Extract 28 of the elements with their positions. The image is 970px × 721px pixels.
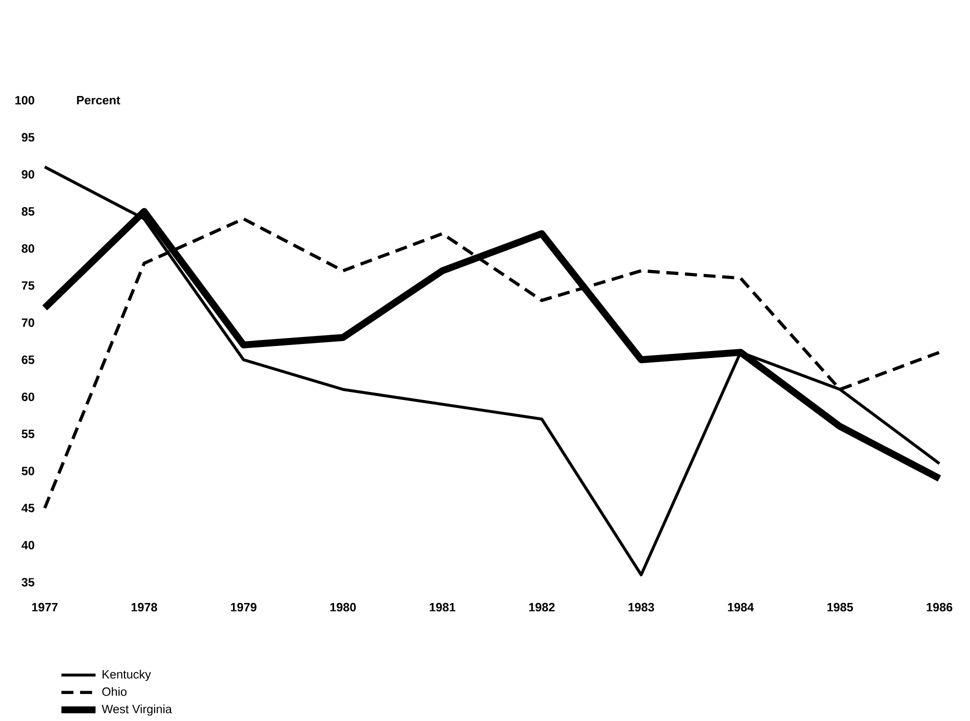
x-tick-label: 1986 — [926, 603, 952, 612]
y-tick-label: 80 — [22, 244, 34, 254]
y-tick-label: 40 — [22, 541, 34, 550]
y-tick-label: 75 — [22, 282, 34, 290]
y-tick-label: 95 — [22, 133, 34, 142]
x-tick-label: 1983 — [628, 603, 654, 612]
y-tick-label: 90 — [22, 170, 34, 179]
x-tick-label: 1978 — [132, 603, 158, 612]
y-tick-label: 70 — [22, 318, 34, 328]
x-tick-label: 1977 — [32, 603, 58, 612]
y-tick-label: 85 — [22, 207, 34, 216]
x-tick-label: 1984 — [728, 603, 754, 612]
y-tick-label: 50 — [22, 466, 34, 476]
x-tick-label: 1981 — [430, 603, 456, 612]
y-tick-label: 55 — [22, 430, 34, 438]
y-tick-label: 35 — [22, 578, 34, 587]
x-tick-label: 1980 — [330, 603, 356, 612]
x-tick-label: 1982 — [529, 603, 555, 612]
legend-label: West Virginia — [102, 704, 172, 716]
y-tick-label: 65 — [22, 356, 34, 364]
x-tick-label: 1979 — [230, 603, 256, 612]
y-axis-title: Percent — [77, 96, 120, 105]
x-tick-label: 1985 — [827, 603, 853, 612]
y-tick-label: 100 — [15, 96, 34, 105]
y-tick-label: 45 — [22, 504, 34, 512]
legend-label: Ohio — [102, 687, 127, 696]
y-tick-label: 60 — [22, 392, 34, 402]
legend-label: Kentucky — [102, 670, 152, 682]
